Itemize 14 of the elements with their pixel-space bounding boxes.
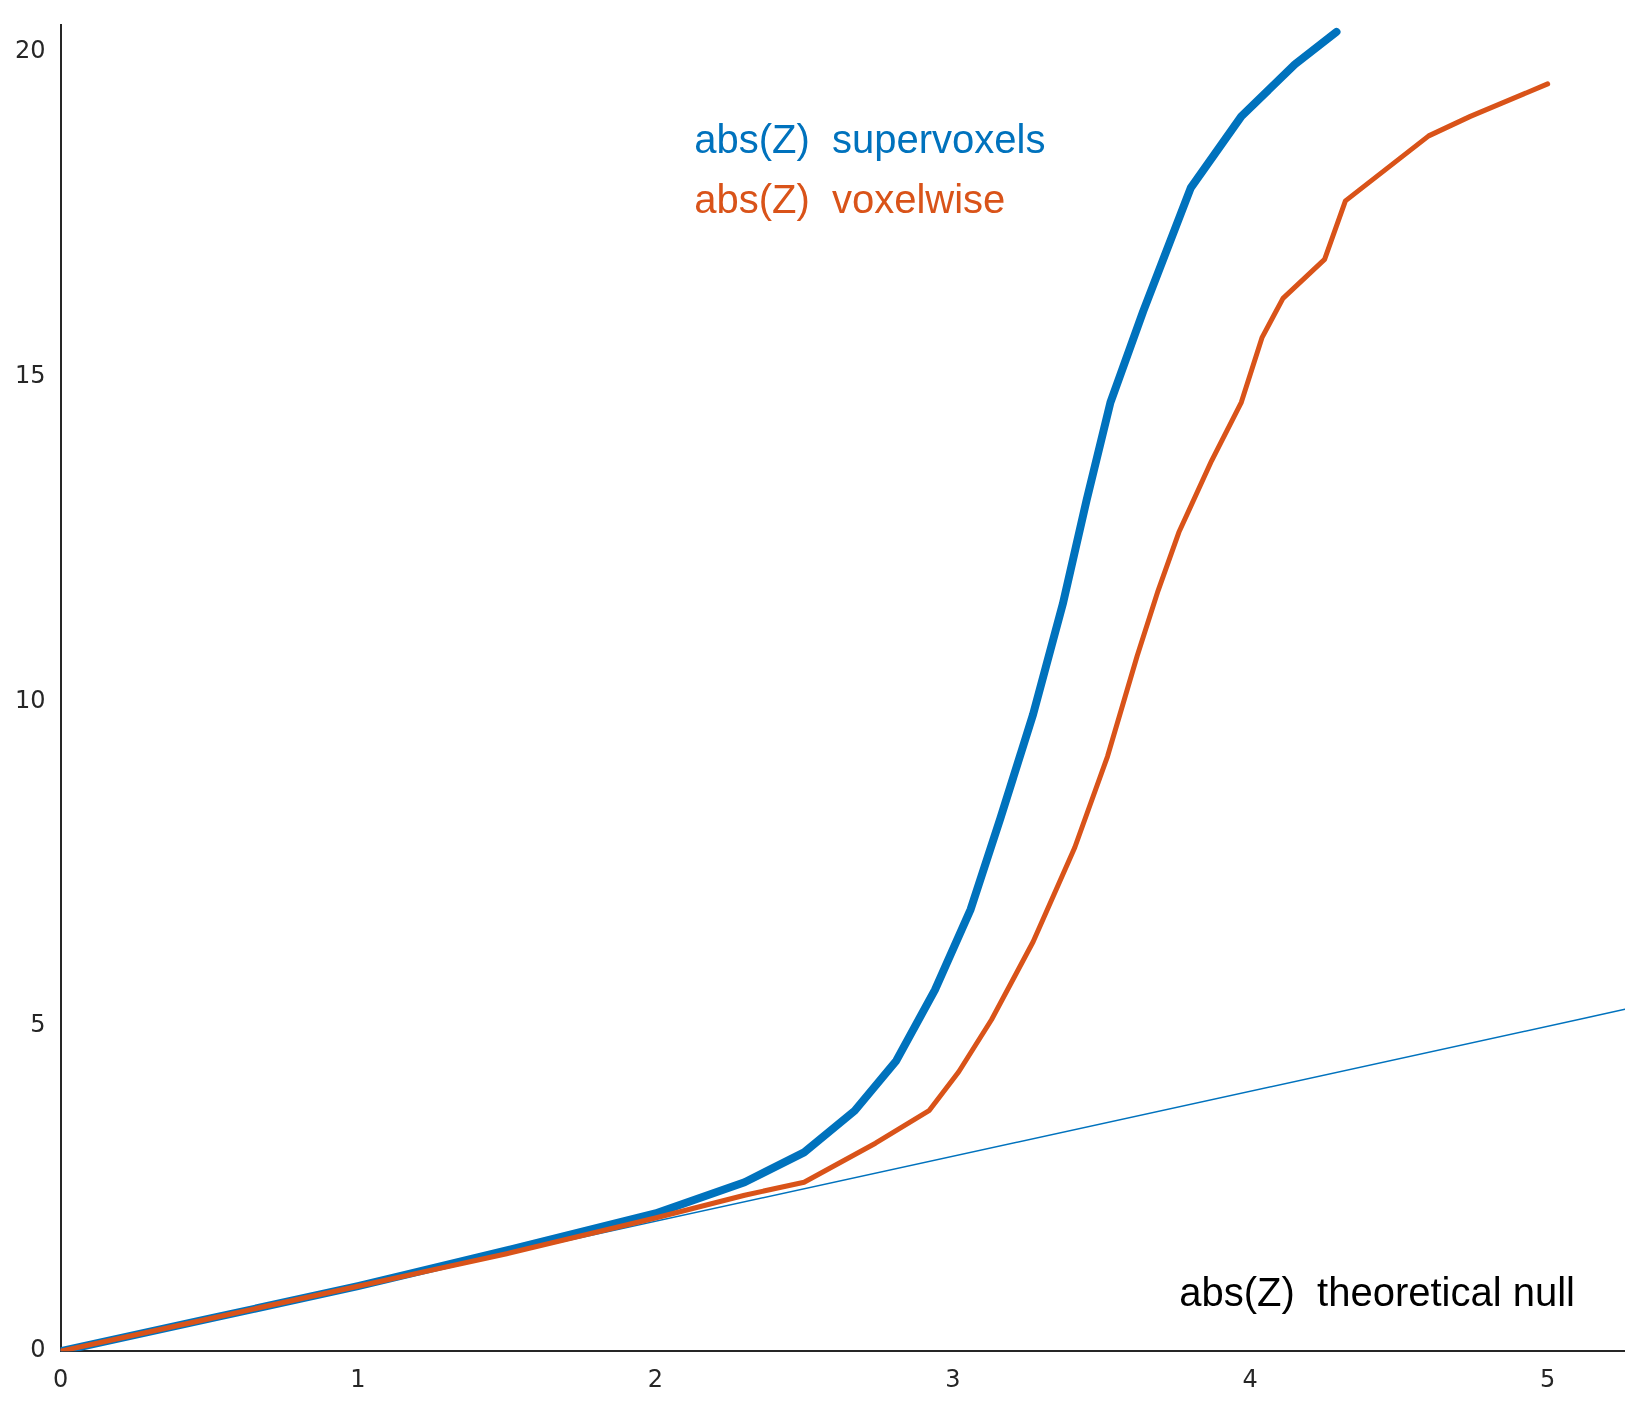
text: abs(Z) voxelwise — [694, 177, 1006, 222]
y-tick-label: 10 — [14, 685, 46, 714]
annotation: abs(Z) theoretical null — [1179, 1270, 1575, 1315]
y-tick-label: 20 — [14, 35, 46, 64]
x-tick-label: 4 — [1242, 1364, 1258, 1393]
x-tick-label: 3 — [945, 1364, 961, 1393]
x-tick-label: 1 — [350, 1364, 366, 1393]
x-tick-label: 0 — [52, 1364, 69, 1393]
x-tick-label: 5 — [1540, 1364, 1556, 1393]
y-tick-label: 15 — [14, 360, 46, 389]
x-tick-label: 2 — [647, 1364, 664, 1393]
text: abs(Z) supervoxels — [694, 117, 1046, 162]
y-tick-label: 0 — [30, 1335, 46, 1364]
y-tick-label: 5 — [30, 1010, 46, 1039]
